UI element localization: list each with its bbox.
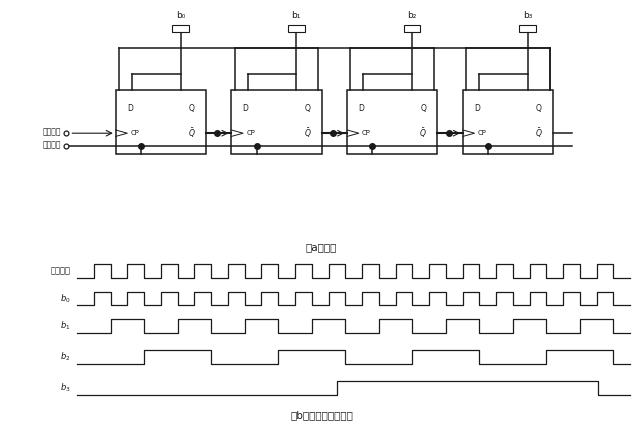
- Text: D: D: [358, 104, 365, 113]
- Text: CP: CP: [246, 130, 255, 136]
- Bar: [520, 25, 536, 32]
- Text: Q: Q: [188, 104, 195, 113]
- Text: CP: CP: [362, 130, 371, 136]
- Text: クロック: クロック: [51, 267, 71, 275]
- Text: b₁: b₁: [292, 11, 301, 20]
- Text: D: D: [474, 104, 480, 113]
- Text: $b_1$: $b_1$: [60, 320, 71, 332]
- Text: CP: CP: [478, 130, 487, 136]
- Text: b₃: b₃: [523, 11, 532, 20]
- Text: $\bar{Q}$: $\bar{Q}$: [188, 127, 195, 140]
- Bar: [116, 91, 206, 154]
- Text: Q: Q: [420, 104, 426, 113]
- Text: リセット: リセット: [42, 140, 61, 149]
- Text: $b_0$: $b_0$: [60, 292, 71, 305]
- Bar: [288, 25, 305, 32]
- Text: クロック: クロック: [42, 127, 61, 136]
- Text: （b）タイミング波形: （b）タイミング波形: [290, 410, 353, 420]
- Text: D: D: [127, 104, 133, 113]
- Bar: [463, 91, 553, 154]
- Bar: [231, 91, 322, 154]
- Text: $\bar{Q}$: $\bar{Q}$: [535, 127, 543, 140]
- Text: （a）回路: （a）回路: [306, 242, 337, 252]
- Bar: [347, 91, 437, 154]
- Text: Q: Q: [304, 104, 311, 113]
- Text: $\bar{Q}$: $\bar{Q}$: [419, 127, 427, 140]
- Text: CP: CP: [131, 130, 140, 136]
- Text: Q: Q: [536, 104, 542, 113]
- Text: $\bar{Q}$: $\bar{Q}$: [303, 127, 311, 140]
- Bar: [172, 25, 189, 32]
- Text: $b_3$: $b_3$: [60, 381, 71, 394]
- Bar: [404, 25, 421, 32]
- Text: D: D: [242, 104, 249, 113]
- Text: $b_2$: $b_2$: [60, 350, 71, 363]
- Text: b₀: b₀: [176, 11, 185, 20]
- Text: b₂: b₂: [408, 11, 417, 20]
